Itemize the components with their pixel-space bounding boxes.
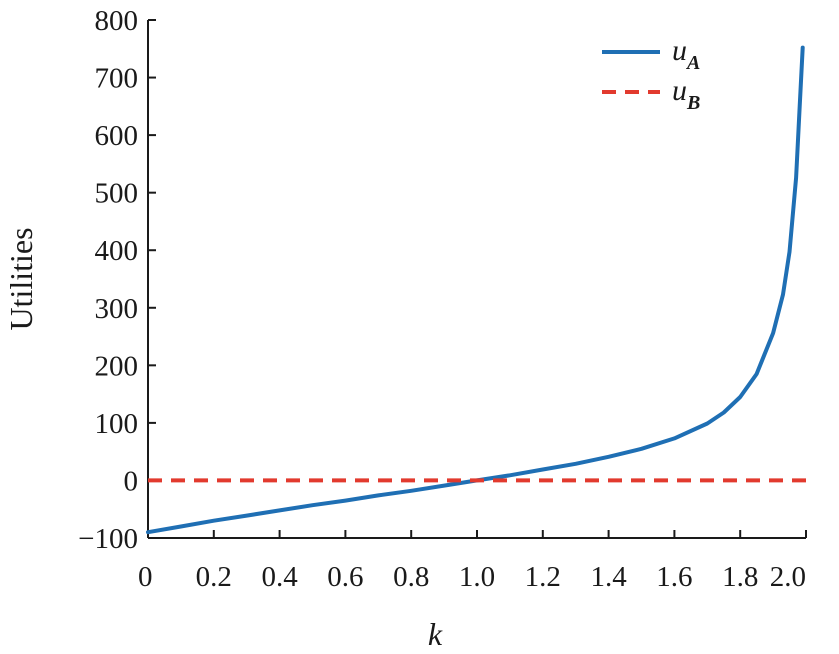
series-line-a xyxy=(146,45,805,535)
y-tick-label: −100 xyxy=(78,523,138,555)
legend-label-a: uA xyxy=(672,34,700,74)
y-tick-label: 100 xyxy=(95,408,139,440)
legend-label-b: uB xyxy=(672,74,700,114)
x-tick-label: 1.4 xyxy=(590,561,627,593)
y-tick-label: 300 xyxy=(95,293,139,325)
y-tick-label: 600 xyxy=(95,120,139,152)
x-axis-ticks: 0 0.2 0.4 0.6 0.8 1.0 1.2 1.4 1.6 1.8 2.0 xyxy=(138,530,807,593)
x-tick-label: 1.6 xyxy=(656,561,692,593)
legend-subscript: B xyxy=(686,92,700,114)
x-tick-label: 0 xyxy=(138,561,153,593)
x-tick-label: 1.0 xyxy=(459,561,495,593)
x-tick-label: 1.8 xyxy=(722,561,758,593)
x-tick-label: 0.8 xyxy=(393,561,429,593)
y-tick-label: 400 xyxy=(95,235,139,267)
series-layer xyxy=(146,45,806,535)
x-tick-label: 1.2 xyxy=(525,561,561,593)
y-tick-label: 0 xyxy=(124,465,139,497)
y-tick-label: 200 xyxy=(95,350,139,382)
x-tick-label: 0.6 xyxy=(327,561,363,593)
x-tick-label: 0.2 xyxy=(196,561,232,593)
x-tick-label: 0.4 xyxy=(261,561,298,593)
y-tick-label: 700 xyxy=(95,63,139,95)
y-axis-ticks: −100 0 100 200 300 400 500 600 700 800 xyxy=(78,5,156,555)
x-tick-label: 2.0 xyxy=(770,561,806,593)
legend-subscript: A xyxy=(685,52,700,74)
y-tick-label: 800 xyxy=(95,5,139,37)
x-axis-label: k xyxy=(428,616,443,652)
y-axis-label: Utilities xyxy=(3,227,39,330)
y-tick-label: 500 xyxy=(95,178,139,210)
plot-area xyxy=(147,20,806,539)
